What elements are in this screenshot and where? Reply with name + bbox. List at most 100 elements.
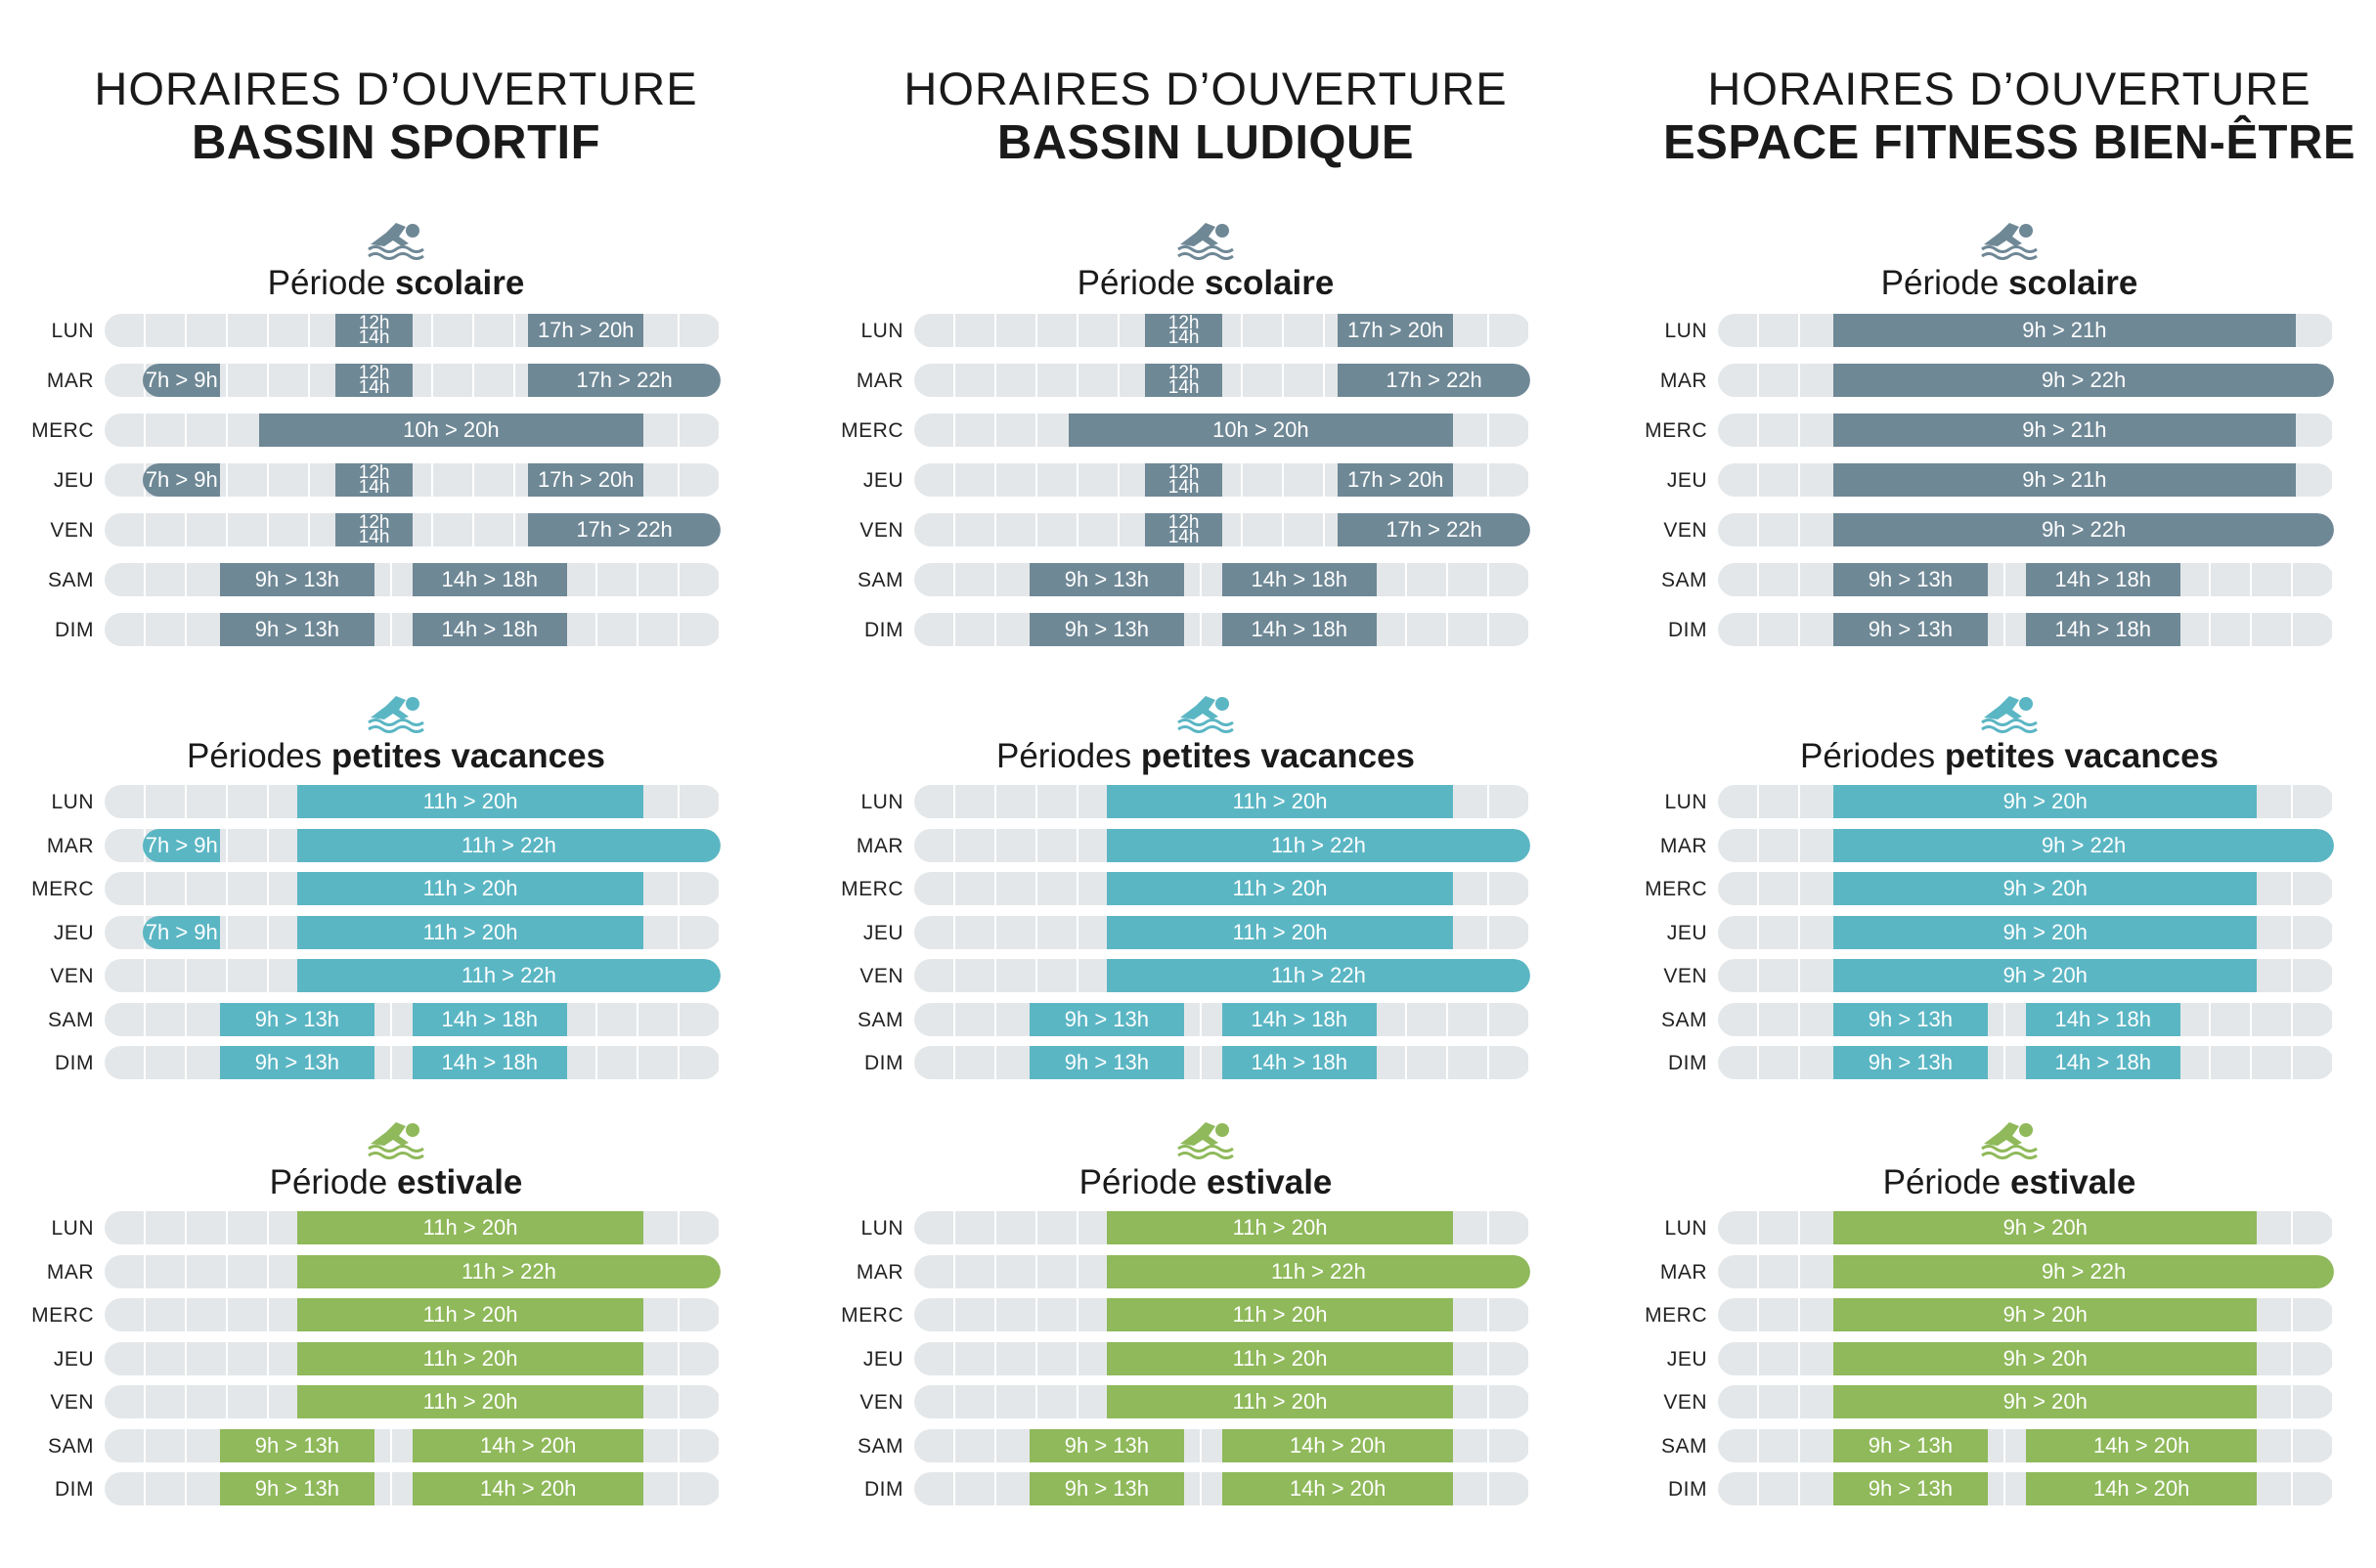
slot-label: 17h > 22h <box>576 517 673 542</box>
period-title: Période scolaire <box>810 264 1602 303</box>
schedule-row: MAR 12h 14h 17h > 22h <box>810 361 1602 400</box>
column-title-line2: BASSIN LUDIQUE <box>996 116 1415 169</box>
day-label: LUN <box>51 1217 94 1240</box>
hours-track: 11h > 22h <box>914 1254 1530 1288</box>
slot-start-label: 12h <box>358 314 390 333</box>
schedule-row: JEU 7h > 9h 12h 14h 17h > 20h <box>0 460 792 500</box>
column-title-line1: HORAIRES D’OUVERTURE <box>1707 63 2311 114</box>
slot-label: 9h > 13h <box>254 567 339 591</box>
hours-track: 9h > 13h 14h > 18h <box>914 563 1530 596</box>
opening-slot: 9h > 13h <box>1833 1428 1988 1462</box>
slot-label: 7h > 9h <box>145 832 218 857</box>
hours-track: 11h > 22h <box>105 959 721 992</box>
opening-slot: 7h > 9h <box>143 364 221 397</box>
schedule-row: VEN 11h > 22h <box>810 956 1602 995</box>
slot-label: 9h > 20h <box>2002 1215 2088 1240</box>
period-title-regular: Période <box>1880 264 2009 302</box>
hours-track: 9h > 20h <box>1718 1298 2334 1331</box>
hours-track: 7h > 9h 11h > 20h <box>105 915 721 949</box>
day-label: SAM <box>47 1008 94 1031</box>
opening-slot: 9h > 13h <box>1030 1046 1184 1079</box>
schedule-row: JEU 9h > 20h <box>1613 1339 2376 1378</box>
slot-start-label: 12h <box>1167 463 1200 483</box>
hours-track: 9h > 13h 14h > 18h <box>914 1046 1530 1079</box>
period-title-regular: Période <box>1882 1163 2010 1201</box>
schedule-row: LUN 12h 14h 17h > 20h <box>810 311 1602 350</box>
hours-track: 9h > 13h 14h > 20h <box>105 1428 721 1462</box>
swimmer-icon <box>1177 696 1234 733</box>
opening-slot: 9h > 13h <box>220 1428 374 1462</box>
day-label: VEN <box>50 519 94 542</box>
hours-track: 9h > 13h 14h > 18h <box>105 613 721 646</box>
slot-label: 9h > 13h <box>1064 567 1149 591</box>
opening-slot: 9h > 22h <box>1833 513 2334 546</box>
schedule-row: LUN 11h > 20h <box>810 1208 1602 1247</box>
slot-label: 9h > 21h <box>2022 318 2107 342</box>
day-label: MAR <box>856 370 903 392</box>
day-label: MERC <box>1645 419 1707 442</box>
slot-label: 14h > 18h <box>441 1050 538 1074</box>
slot-label: 11h > 20h <box>1232 876 1328 900</box>
swimmer-icon <box>368 1122 424 1159</box>
slot-label: 11h > 22h <box>1271 832 1366 857</box>
opening-slot: 9h > 13h <box>1030 1428 1184 1462</box>
period-title: Périodes petites vacances <box>0 737 792 776</box>
hours-track: 11h > 20h <box>105 1385 721 1418</box>
opening-slot: 9h > 21h <box>1833 463 2296 497</box>
schedule-row: VEN 9h > 22h <box>1613 510 2376 549</box>
period-title: Période estivale <box>1613 1163 2376 1202</box>
slot-label: 17h > 20h <box>1346 467 1444 492</box>
day-label: SAM <box>1660 569 1707 591</box>
schedule-row: MERC 11h > 20h <box>0 869 792 908</box>
slot-label: 11h > 20h <box>422 919 518 944</box>
slot-label: 17h > 22h <box>576 368 673 392</box>
day-label: LUN <box>860 1217 903 1240</box>
slot-label: 9h > 20h <box>2002 789 2088 813</box>
slot-start-label: 12h <box>358 463 390 483</box>
day-label: DIM <box>864 619 903 641</box>
day-label: JEU <box>1666 921 1707 944</box>
opening-slot: 9h > 22h <box>1833 828 2334 862</box>
opening-slot: 9h > 13h <box>1833 1472 1988 1505</box>
schedule-row: SAM 9h > 13h 14h > 20h <box>1613 1426 2376 1465</box>
opening-slot: 12h 14h <box>335 463 413 497</box>
opening-slot: 11h > 20h <box>1106 1385 1454 1418</box>
swimmer-icon <box>368 696 424 733</box>
hours-track: 9h > 13h 14h > 18h <box>914 1002 1530 1036</box>
schedule-row: JEU 11h > 20h <box>810 913 1602 952</box>
day-label: MAR <box>46 370 94 392</box>
swimmer-icon <box>1981 1122 2038 1159</box>
day-label: SAM <box>47 1434 94 1458</box>
day-label: JEU <box>53 1347 94 1371</box>
slot-start-label: 12h <box>1167 314 1200 333</box>
schedule-row: SAM 9h > 13h 14h > 20h <box>810 1426 1602 1465</box>
day-label: MAR <box>856 834 903 857</box>
slot-label: 9h > 13h <box>1868 1432 1953 1458</box>
slot-label: 7h > 9h <box>145 368 218 392</box>
opening-slot: 14h > 18h <box>413 563 567 596</box>
schedule-row: SAM 9h > 13h 14h > 18h <box>1613 1000 2376 1039</box>
opening-slot: 11h > 22h <box>1106 959 1530 992</box>
slot-label: 9h > 13h <box>1064 1432 1149 1458</box>
slot-end-label: 14h <box>358 527 390 546</box>
slot-label: 11h > 22h <box>1271 963 1366 987</box>
day-label: MAR <box>46 1260 94 1284</box>
period-title-bold: scolaire <box>1205 264 1335 302</box>
hours-track: 9h > 21h <box>1718 314 2334 347</box>
schedule-row: JEU 11h > 20h <box>0 1339 792 1378</box>
slot-label: 14h > 20h <box>1289 1476 1386 1501</box>
slot-label: 14h > 18h <box>441 617 538 641</box>
period-title: Périodes petites vacances <box>1613 737 2376 776</box>
slot-label: 17h > 22h <box>1386 517 1482 542</box>
opening-slot: 14h > 18h <box>413 1002 567 1036</box>
slot-label: 14h > 18h <box>441 567 538 591</box>
slot-label: 11h > 20h <box>422 876 518 900</box>
slot-label: 14h > 20h <box>2092 1476 2190 1501</box>
swimmer-icon <box>1981 696 2038 733</box>
hours-track: 9h > 13h 14h > 18h <box>105 1002 721 1036</box>
schedule-row: LUN 9h > 21h <box>1613 311 2376 350</box>
slot-label: 14h > 18h <box>2054 567 2151 591</box>
opening-slot: 14h > 18h <box>2026 563 2180 596</box>
hours-track: 7h > 9h 12h 14h 17h > 20h <box>105 463 721 497</box>
slot-label: 9h > 21h <box>2022 467 2107 492</box>
